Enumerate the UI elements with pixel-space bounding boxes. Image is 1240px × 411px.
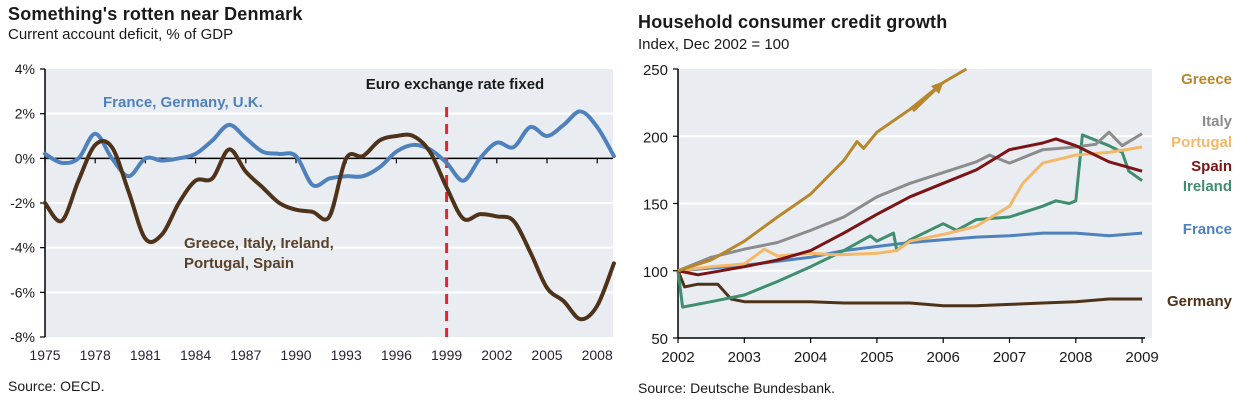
line-ireland [676, 133, 1143, 309]
left-x-tick-label: 1996 [381, 347, 412, 363]
left-series-label-periphery: Portugal, Spain [184, 255, 294, 272]
left-x-tick-label: 1993 [331, 347, 362, 363]
right-x-tick-label: 2002 [661, 349, 694, 366]
left-y-tick-label: 0% [15, 150, 35, 166]
left-x-tick-label: 1987 [230, 347, 261, 363]
legend-label-france: France [1183, 221, 1232, 238]
right-chart-title: Household consumer credit growth [638, 12, 948, 32]
left-chart-title: Something's rotten near Denmark [8, 4, 303, 24]
right-x-tick-label: 2009 [1125, 349, 1158, 366]
left-y-tick-label: -6% [10, 284, 35, 300]
legend-label-spain: Spain [1191, 158, 1232, 175]
line-spain [677, 137, 1143, 277]
left-y-tick-label: 2% [15, 106, 35, 122]
legend-label-greece: Greece [1181, 71, 1232, 88]
euro-fixed-label: Euro exchange rate fixed [366, 76, 544, 93]
right-x-tick-label: 2003 [728, 349, 761, 366]
left-x-tick-label: 1999 [431, 347, 462, 363]
left-chart-source: Source: OECD. [8, 378, 105, 394]
left-x-tick-label: 1978 [80, 347, 111, 363]
legend-label-portugal: Portugal [1171, 134, 1232, 151]
line-portugal [677, 145, 1143, 273]
legend-label-italy: Italy [1202, 113, 1233, 130]
right-y-tick-label: 150 [643, 197, 668, 214]
legend-label-germany: Germany [1167, 293, 1233, 310]
left-x-tick-label: 1990 [280, 347, 311, 363]
line-france-germany-uk [43, 109, 616, 188]
line-italy [677, 130, 1143, 273]
left-x-tick-label: 2005 [531, 347, 562, 363]
greece-arrow-shaft [911, 87, 938, 113]
line-greece [677, 67, 968, 273]
greece-arrow-head [931, 81, 944, 94]
right-x-tick-label: 2006 [927, 349, 960, 366]
left-x-tick-label: 1975 [29, 347, 60, 363]
right-x-tick-label: 2007 [993, 349, 1026, 366]
left-series-label-periphery: Greece, Italy, Ireland, [184, 235, 334, 252]
right-chart-source: Source: Deutsche Bundesbank. [638, 380, 835, 396]
left-series-label-core: France, Germany, U.K. [103, 94, 263, 111]
line-greece-italy-ireland-portugal-spain [43, 132, 616, 322]
left-y-tick-label: 4% [15, 61, 35, 77]
right-x-tick-label: 2005 [860, 349, 893, 366]
left-y-tick-label: -4% [10, 240, 35, 256]
left-x-tick-label: 2008 [582, 347, 613, 363]
left-y-tick-label: -2% [10, 195, 35, 211]
left-x-tick-label: 2002 [481, 347, 512, 363]
right-y-tick-label: 200 [643, 129, 668, 146]
left-x-tick-label: 1984 [180, 347, 211, 363]
left-chart-subtitle: Current account deficit, % of GDP [8, 26, 234, 43]
right-x-tick-label: 2008 [1059, 349, 1092, 366]
line-germany [676, 270, 1143, 308]
left-y-tick-label: -8% [10, 329, 35, 345]
right-y-tick-label: 250 [643, 62, 668, 79]
right-y-tick-label: 50 [651, 331, 668, 348]
right-chart-subtitle: Index, Dec 2002 = 100 [638, 36, 790, 53]
line-france [677, 231, 1143, 273]
right-y-tick-label: 100 [643, 264, 668, 281]
left-x-tick-label: 1981 [130, 347, 161, 363]
legend-label-ireland: Ireland [1183, 178, 1232, 195]
right-x-tick-label: 2004 [794, 349, 827, 366]
